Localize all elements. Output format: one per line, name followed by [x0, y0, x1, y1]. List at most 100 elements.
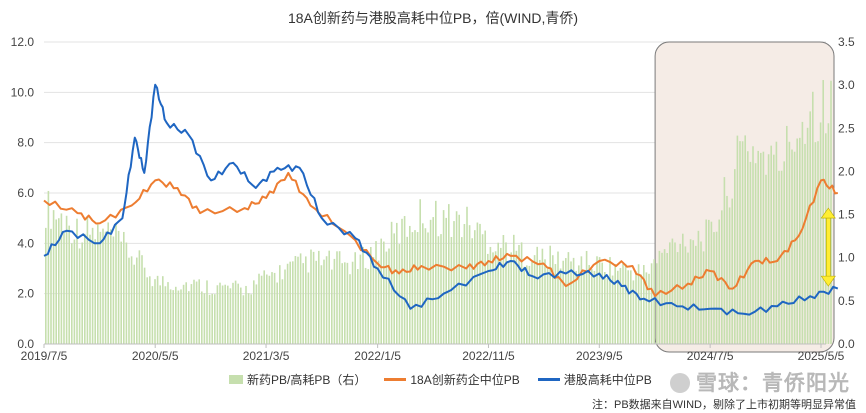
ratio-bar [292, 261, 294, 344]
ratio-bar [656, 263, 658, 344]
ratio-bar [749, 161, 752, 344]
ratio-bar [744, 135, 746, 344]
ratio-bar [523, 266, 525, 344]
ratio-bar [328, 250, 330, 344]
ratio-bar [364, 267, 367, 344]
ratio-bar [86, 217, 89, 344]
y-left-tick-label: 8.0 [17, 136, 34, 150]
arrow-head-up [820, 207, 836, 219]
ratio-bar [497, 242, 499, 344]
y-left-tick-label: 6.0 [17, 186, 34, 200]
ratio-bar [541, 248, 544, 344]
ratio-bar [65, 215, 68, 344]
ratio-bar [201, 291, 203, 344]
y-right-tick-label: 0.5 [838, 294, 855, 308]
ratio-bar [752, 146, 754, 344]
ratio-bar [692, 240, 694, 344]
ratio-bar [208, 294, 211, 344]
ratio-bar [273, 272, 276, 344]
ratio-bar [344, 262, 346, 344]
ratio-bar [770, 145, 772, 344]
ratio-bar [671, 238, 674, 344]
y-left-tick-label: 10.0 [11, 85, 35, 99]
ratio-bar [388, 248, 390, 344]
ratio-bar [635, 271, 637, 344]
ratio-bar [762, 151, 765, 344]
ratio-bar [138, 250, 141, 344]
ratio-bar [705, 219, 707, 344]
ratio-bar [117, 230, 120, 344]
ratio-bar [71, 243, 73, 344]
ratio-bar [331, 269, 333, 344]
ratio-bar [518, 244, 520, 344]
ratio-bar [474, 230, 476, 344]
ratio-bar [349, 274, 351, 344]
ratio-bar [520, 242, 523, 344]
ratio-bar [414, 230, 416, 344]
ratio-bar [289, 261, 291, 344]
ratio-bar [154, 279, 156, 344]
ratio-bar [219, 282, 221, 344]
ratio-bar [175, 286, 177, 344]
ratio-bar [601, 262, 603, 344]
ratio-bar [661, 252, 663, 344]
bar-series-ratio [45, 80, 832, 345]
ratio-bar [359, 254, 362, 344]
ratio-bar [812, 91, 814, 344]
ratio-bar [801, 121, 804, 344]
ratio-bar [58, 218, 60, 344]
arrow-shaft [826, 215, 831, 279]
ratio-bar [593, 270, 596, 344]
ratio-bar [572, 257, 575, 344]
ratio-bar [203, 293, 206, 344]
ratio-bar [281, 279, 284, 344]
ratio-bar [539, 259, 541, 344]
ratio-bar [341, 263, 343, 344]
ratio-bar [130, 256, 133, 344]
ratio-bar [806, 127, 809, 344]
ratio-bar [338, 251, 341, 344]
ratio-bar [669, 242, 671, 344]
ratio-bar [588, 265, 590, 344]
ratio-bar [50, 228, 52, 344]
ratio-bar [110, 229, 112, 344]
ratio-bar [471, 238, 473, 344]
ratio-bar [687, 252, 689, 344]
ratio-bar [271, 272, 273, 344]
ratio-bar [422, 223, 424, 344]
ratio-bar [476, 222, 479, 344]
line-biotech-pb [43, 171, 838, 298]
ratio-bar [533, 255, 536, 344]
ratio-bar [780, 170, 783, 344]
ratio-bar [544, 259, 546, 344]
y-right-tick-label: 1.0 [838, 251, 855, 265]
ratio-bar [767, 154, 770, 344]
ratio-bar [489, 246, 492, 344]
ratio-bar [637, 264, 640, 344]
ratio-bar [91, 227, 94, 344]
footnote: 注：PB数据来自WIND，剔除了上市初期等明显异常值 [592, 399, 856, 411]
ratio-bar [453, 221, 455, 344]
y-right-tick-label: 2.0 [838, 164, 855, 178]
ratio-bar [515, 250, 518, 344]
ratio-bar [377, 260, 380, 344]
ratio-bar [731, 198, 733, 344]
ratio-bar [510, 252, 512, 344]
chart-title: 18A创新药与港股高耗中位PB，倍(WIND,青侨) [287, 10, 579, 26]
ratio-bar [609, 257, 611, 344]
ratio-bar [229, 288, 232, 344]
ratio-bar [258, 273, 260, 344]
x-tick-label: 2019/7/5 [21, 349, 68, 363]
ratio-bar [180, 289, 182, 344]
axes: 0.0 2.0 4.0 6.0 8.0 10.0 12.0 0.0 0.5 1.0 1.5 2.0 2.… [11, 35, 855, 363]
ratio-bar [149, 276, 151, 344]
ratio-bar [596, 256, 598, 344]
ratio-bar [689, 239, 692, 344]
ratio-bar [190, 284, 193, 344]
ratio-bar [754, 163, 757, 344]
ratio-bar [619, 268, 622, 344]
ratio-bar [351, 261, 354, 344]
ratio-bar [565, 258, 567, 344]
ratio-bar [559, 268, 562, 344]
